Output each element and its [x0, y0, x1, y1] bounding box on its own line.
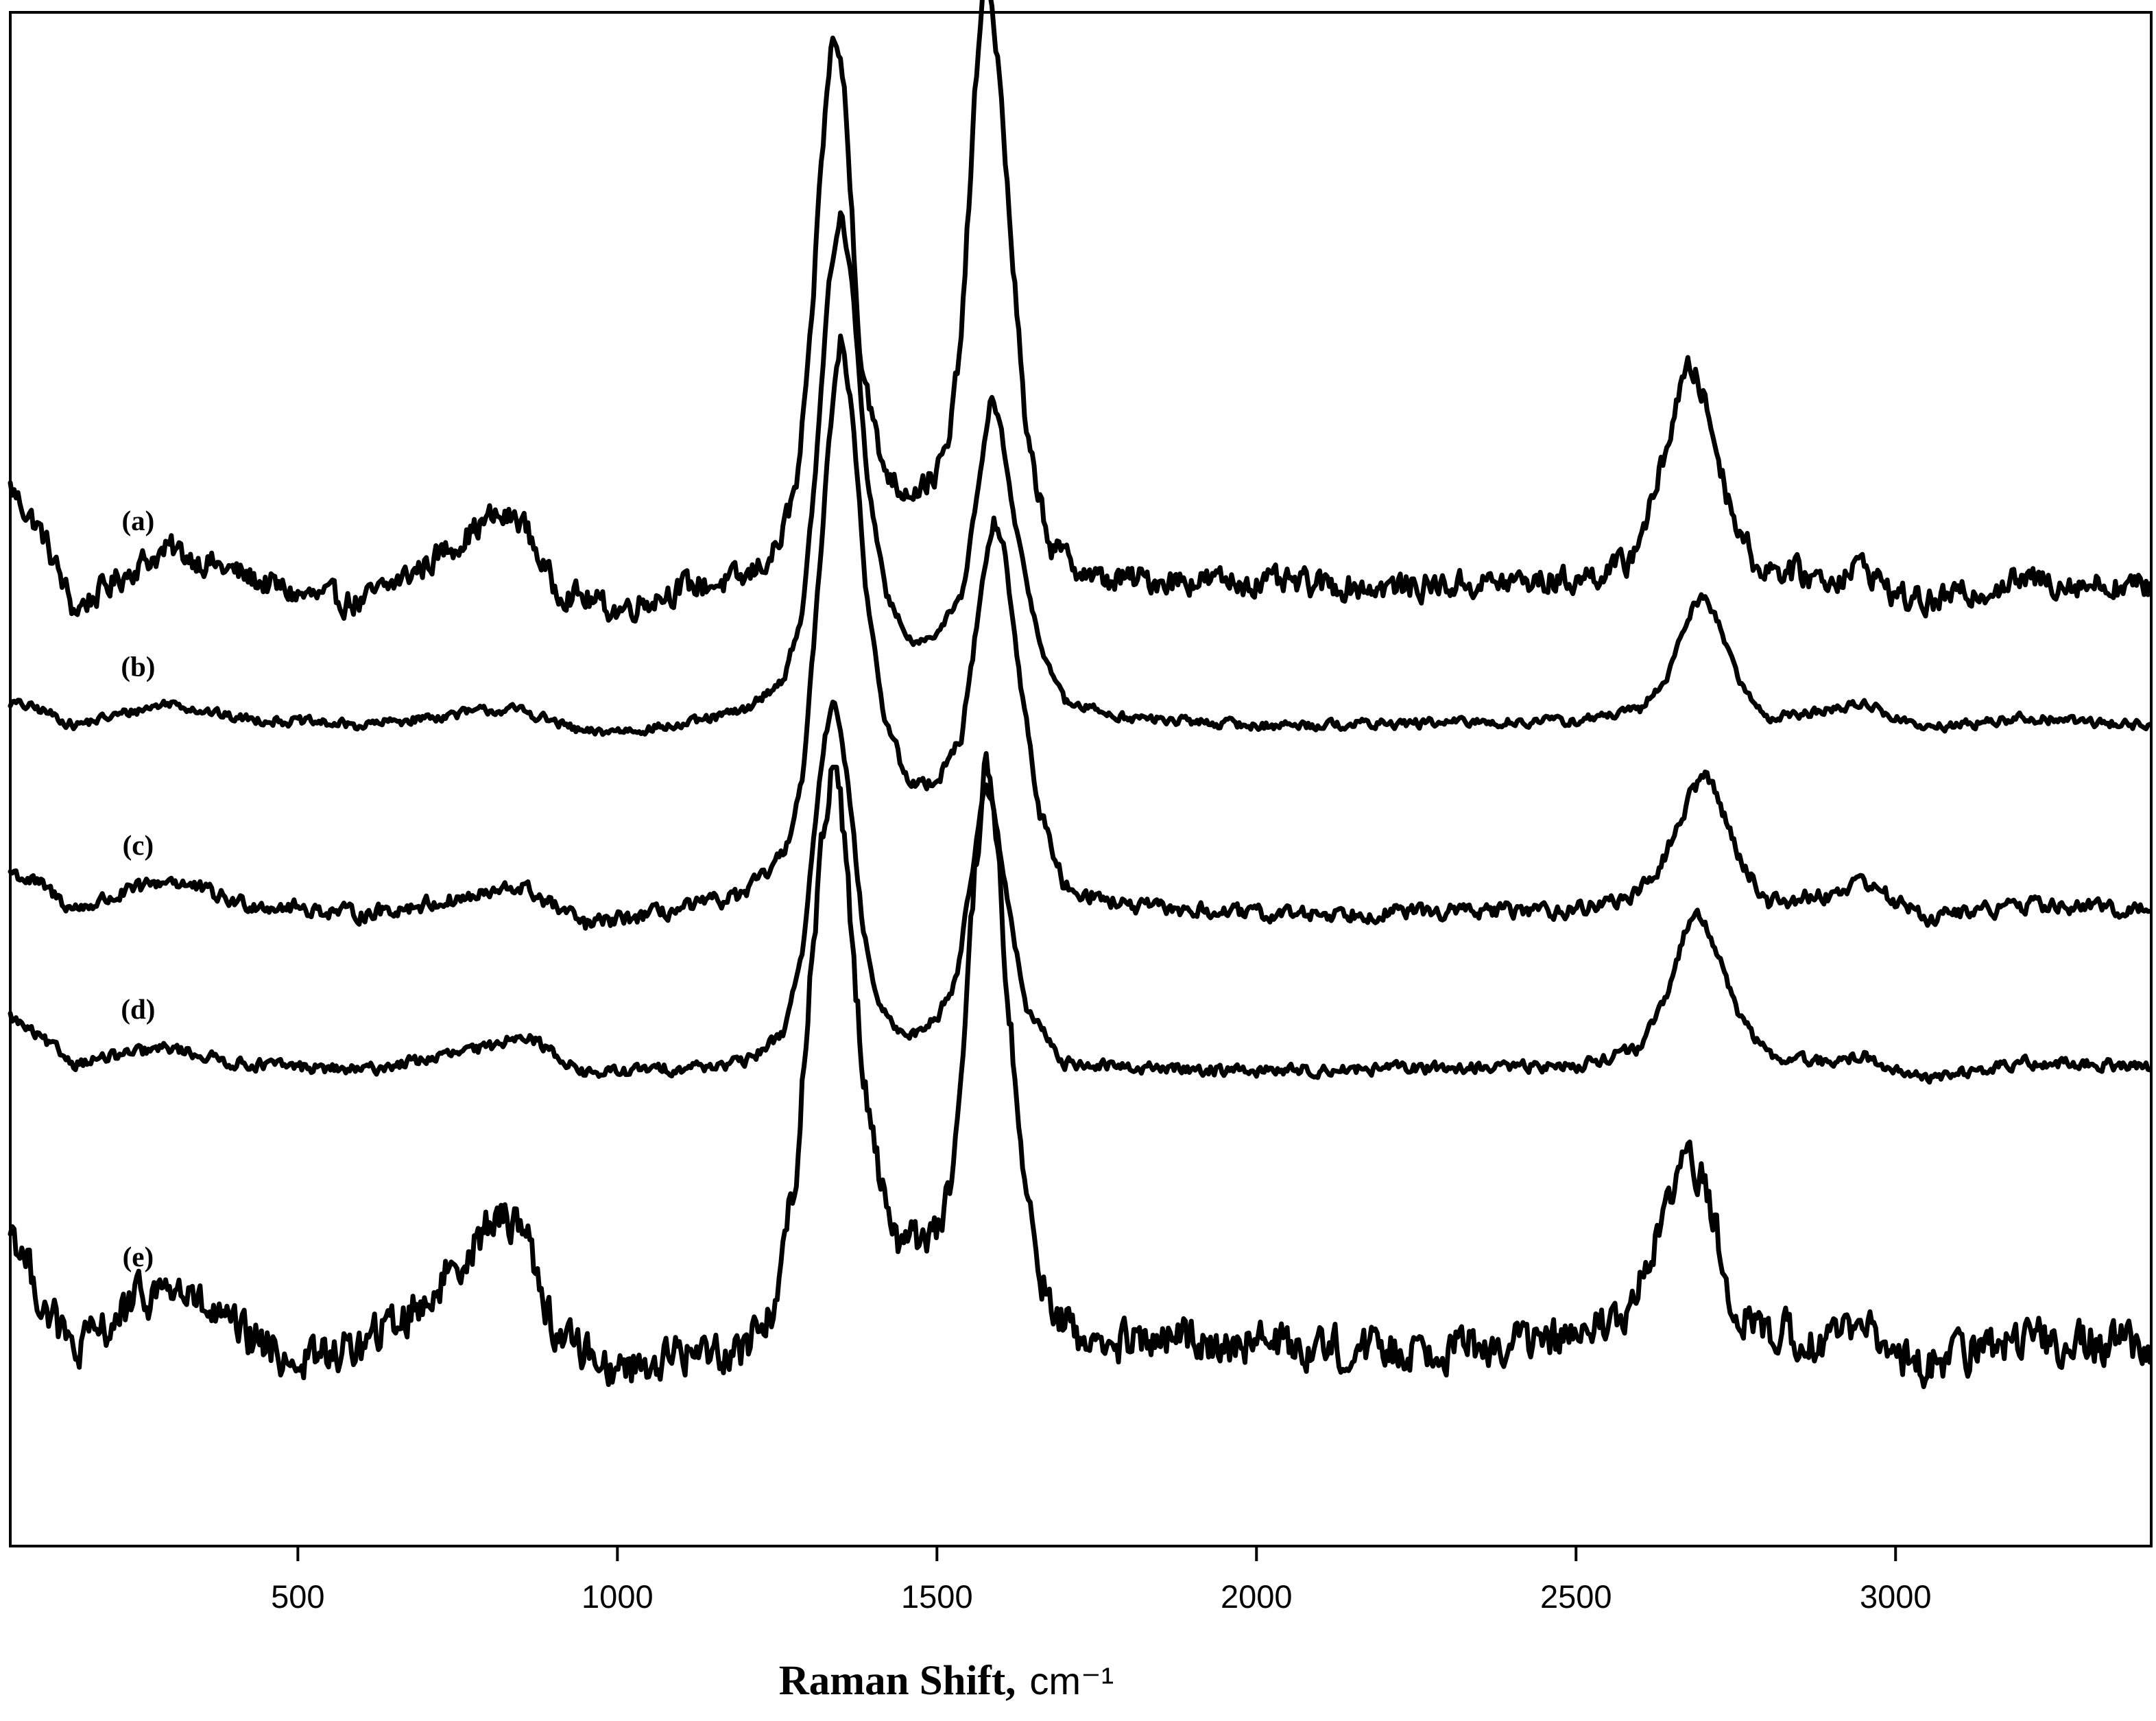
- x-axis: 500 1000 1500 2000 2500 3000: [271, 1546, 1932, 1615]
- x-tick-label: 500: [271, 1578, 324, 1615]
- series-trace: [8, 0, 2153, 624]
- series-trace: [8, 333, 2153, 931]
- series-labels: (a) (b) (c) (d) (e): [121, 505, 155, 1272]
- x-tick-label: 2000: [1221, 1578, 1293, 1615]
- x-tick-label: 1000: [582, 1578, 654, 1615]
- series-traces: [8, 0, 2153, 1390]
- x-axis-label: Raman Shift, cm⁻¹: [779, 1658, 1114, 1704]
- x-tick-label: 2500: [1540, 1578, 1612, 1615]
- series-label: (d): [121, 993, 155, 1025]
- series-label: (a): [121, 505, 154, 536]
- series-label: (e): [123, 1241, 154, 1272]
- x-axis-unit: cm⁻¹: [1029, 1659, 1114, 1702]
- series-label: (b): [121, 650, 155, 682]
- x-tick-label: 3000: [1860, 1578, 1932, 1615]
- series-label: (c): [123, 829, 154, 861]
- series-trace: [8, 751, 2153, 1390]
- x-axis-label-text: Raman Shift,: [779, 1658, 1016, 1704]
- x-tick-label: 1500: [901, 1578, 973, 1615]
- plot-frame: [9, 11, 2153, 1547]
- series-trace: [8, 210, 2153, 737]
- series-trace: [8, 700, 2153, 1085]
